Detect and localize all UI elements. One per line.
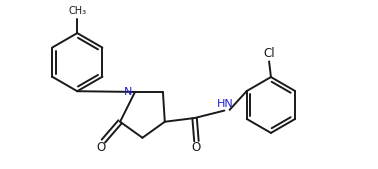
Text: CH₃: CH₃ xyxy=(68,6,86,16)
Text: N: N xyxy=(124,87,132,97)
Text: O: O xyxy=(192,141,201,154)
Text: O: O xyxy=(97,141,106,154)
Text: HN: HN xyxy=(217,99,234,109)
Text: Cl: Cl xyxy=(263,47,275,61)
